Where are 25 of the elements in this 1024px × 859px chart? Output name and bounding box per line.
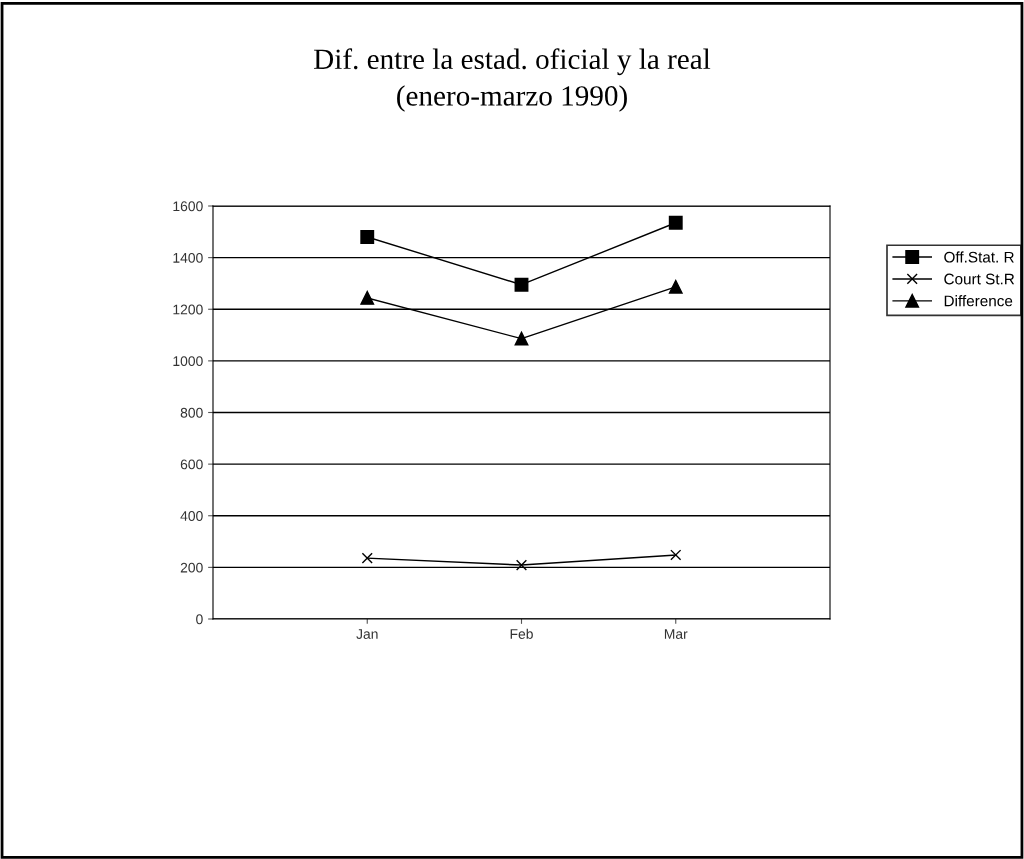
point xyxy=(668,279,683,294)
point xyxy=(514,277,529,292)
legend-label: Court St.R xyxy=(944,273,1015,285)
legend-label: Difference xyxy=(944,295,1013,307)
point xyxy=(670,549,682,561)
y-tick-label: 1400 xyxy=(173,252,203,263)
x-tick-label: Mar xyxy=(664,629,688,639)
chart-title: Dif. entre la estad. oficial y la real (enero-marzo 1990) xyxy=(314,48,711,112)
point xyxy=(361,552,373,564)
y-tick-label: 400 xyxy=(180,511,203,521)
point xyxy=(515,559,528,571)
x-tick-label: Jan xyxy=(356,629,378,639)
y-tick-label: 200 xyxy=(180,562,203,573)
point xyxy=(668,215,683,230)
y-tick-label: 1000 xyxy=(173,356,203,367)
y-tick-label: 1200 xyxy=(173,304,203,315)
y-tick-label: 1600 xyxy=(173,201,203,212)
y-tick-label: 0 xyxy=(196,614,203,625)
point xyxy=(514,331,529,346)
y-tick-label: 600 xyxy=(180,459,203,470)
point xyxy=(360,230,375,244)
point xyxy=(360,290,375,305)
legend-label: Off.Stat. R xyxy=(944,251,1014,263)
y-tick-label: 800 xyxy=(180,407,203,418)
x-tick-label: Feb xyxy=(510,628,533,639)
